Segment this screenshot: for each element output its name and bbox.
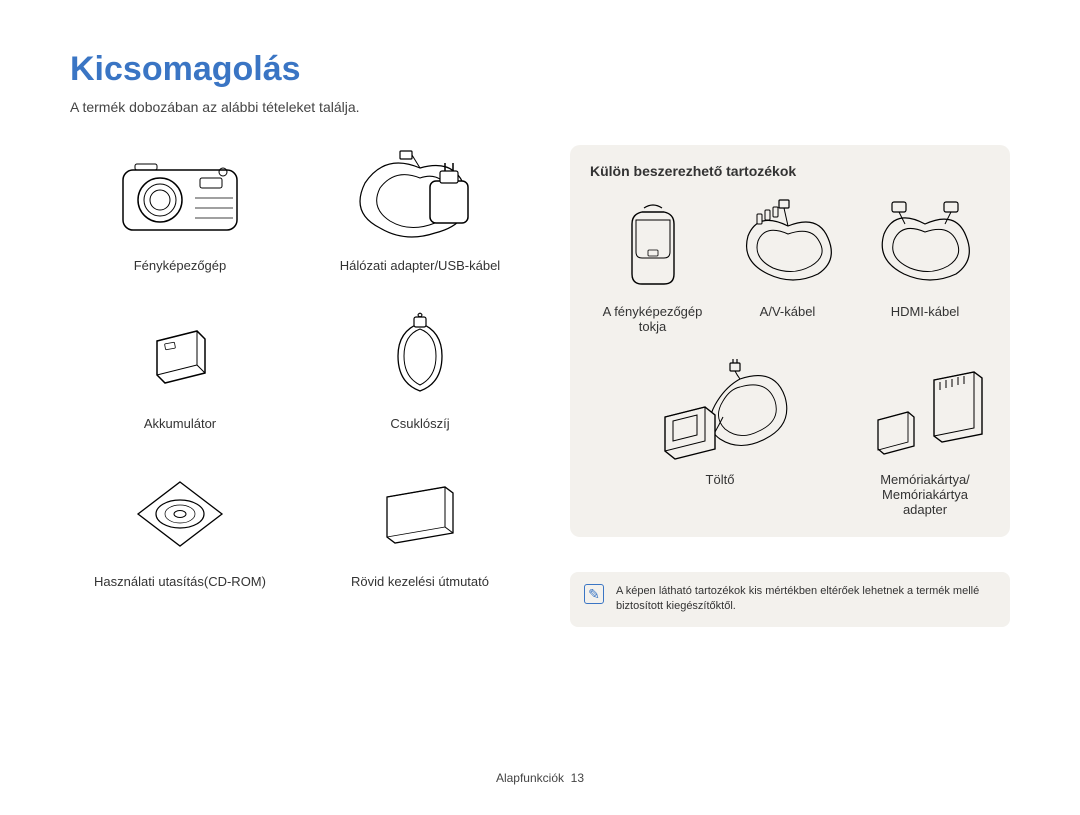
optional-title: Külön beszerezhető tartozékok	[590, 163, 990, 179]
intro-text: A termék dobozában az alábbi tételeket t…	[70, 99, 1010, 115]
footer: Alapfunkciók 13	[0, 771, 1080, 785]
item-memcard: Memóriakártya/ Memóriakártya adapter	[860, 359, 990, 517]
case-icon	[618, 191, 688, 296]
charger-label: Töltő	[706, 472, 735, 487]
adapter-icon	[345, 145, 495, 250]
item-case: A fényképezőgép tokja	[590, 191, 715, 334]
footer-label: Alapfunkciók	[496, 771, 564, 785]
quickguide-icon	[375, 461, 465, 566]
optional-column: Külön beszerezhető tartozékok A fényképe…	[570, 145, 1010, 627]
note-icon: ✎	[584, 584, 604, 604]
hdmicable-icon	[870, 191, 980, 296]
item-cdrom: Használati utasítás(CD-ROM)	[70, 461, 290, 589]
item-strap: Csuklószíj	[310, 303, 530, 431]
memcard-label: Memóriakártya/ Memóriakártya adapter	[860, 472, 990, 517]
item-charger: Töltő	[590, 359, 850, 517]
optional-box: Külön beszerezhető tartozékok A fényképe…	[570, 145, 1010, 537]
content-wrap: Fényképezőgép	[70, 145, 1010, 627]
item-hdmicable: HDMI-kábel	[860, 191, 990, 334]
item-quickguide: Rövid kezelési útmutató	[310, 461, 530, 589]
item-battery: Akkumulátor	[70, 303, 290, 431]
included-column: Fényképezőgép	[70, 145, 530, 627]
page-title: Kicsomagolás	[70, 50, 1010, 89]
hdmicable-label: HDMI-kábel	[891, 304, 960, 319]
case-label: A fényképezőgép tokja	[590, 304, 715, 334]
charger-icon	[645, 359, 795, 464]
strap-icon	[380, 303, 460, 408]
cdrom-icon	[130, 461, 230, 566]
avcable-icon	[733, 191, 843, 296]
strap-label: Csuklószíj	[390, 416, 449, 431]
quickguide-label: Rövid kezelési útmutató	[351, 574, 489, 589]
footer-page: 13	[571, 771, 584, 785]
memcard-icon	[860, 359, 990, 464]
note-box: ✎ A képen látható tartozékok kis mértékb…	[570, 572, 1010, 627]
adapter-label: Hálózati adapter/USB-kábel	[340, 258, 500, 273]
battery-icon	[145, 303, 215, 408]
item-camera: Fényképezőgép	[70, 145, 290, 273]
avcable-label: A/V-kábel	[760, 304, 816, 319]
camera-label: Fényképezőgép	[134, 258, 227, 273]
item-avcable: A/V-kábel	[725, 191, 850, 334]
battery-label: Akkumulátor	[144, 416, 216, 431]
camera-icon	[115, 145, 245, 250]
item-adapter: Hálózati adapter/USB-kábel	[310, 145, 530, 273]
note-text: A képen látható tartozékok kis mértékben…	[616, 584, 996, 615]
cdrom-label: Használati utasítás(CD-ROM)	[94, 574, 266, 589]
